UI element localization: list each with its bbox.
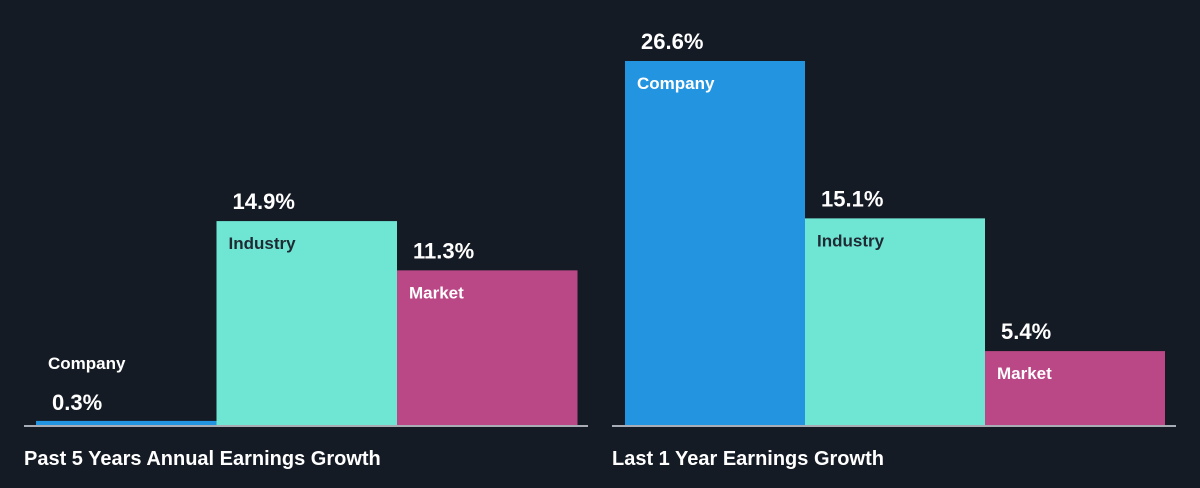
category-label-market: Market [997,364,1052,383]
category-label-company: Company [637,74,715,93]
value-label-industry: 14.9% [233,189,295,214]
chart-last-1-year: 26.6% Company 15.1% Industry 5.4% Market Last … [612,29,1176,470]
bar-market [397,270,578,425]
value-label-market: 11.3% [413,238,474,263]
category-label-company: Company [48,354,126,373]
bar-industry [805,218,985,425]
value-label-market: 5.4% [1001,319,1051,344]
value-label-company: 0.3% [52,390,102,415]
bar-company [625,61,805,425]
chart-title: Last 1 Year Earnings Growth [612,448,884,470]
chart-title: Past 5 Years Annual Earnings Growth [24,448,381,470]
value-label-industry: 15.1% [821,186,883,211]
bar-company [36,420,217,425]
chart-past-5-years: 0.3% Company 14.9% Industry 11.3% Market Past … [24,189,588,470]
category-label-market: Market [409,283,464,302]
category-label-industry: Industry [229,234,297,253]
bar-industry [216,221,397,425]
category-label-industry: Industry [817,231,885,250]
bar-market [985,351,1165,425]
value-label-company: 26.6% [641,29,703,54]
